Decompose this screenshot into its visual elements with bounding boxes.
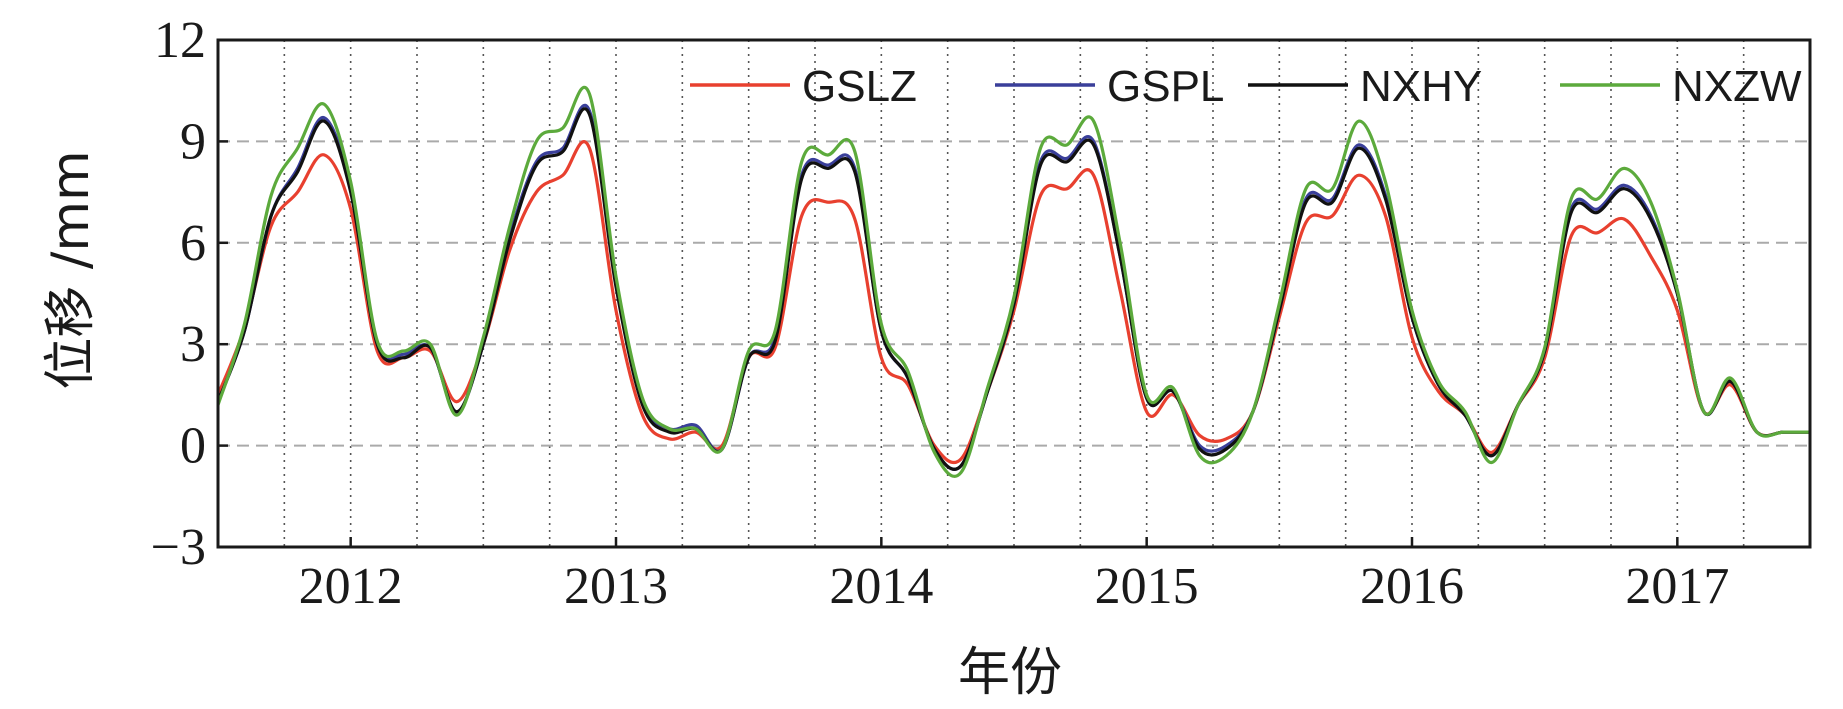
y-tick-label: 0	[180, 418, 206, 475]
y-tick-label: 3	[180, 316, 206, 373]
legend: GSLZ GSPL NXHY NXZW	[690, 62, 1802, 111]
x-tick-label: 2017	[1625, 558, 1729, 615]
series-line-nxzw	[216, 85, 1810, 478]
y-tick-label: 9	[180, 113, 206, 170]
series-lines	[216, 85, 1810, 478]
legend-label-gslz: GSLZ	[802, 62, 917, 111]
legend-label-nxzw: NXZW	[1672, 62, 1802, 111]
x-tick-label: 2012	[299, 558, 403, 615]
y-tick-labels: −3 0 3 6 9 12	[151, 12, 206, 576]
x-tick-label: 2016	[1360, 558, 1464, 615]
y-tick-label: 12	[154, 12, 206, 69]
plot-area-frame	[216, 38, 1812, 549]
x-tick-label: 2015	[1095, 558, 1199, 615]
x-tick-label: 2013	[564, 558, 668, 615]
x-tick-labels: 2012 2013 2014 2015 2016 2017	[299, 558, 1730, 615]
axis-ticks	[218, 38, 1679, 549]
legend-label-gspl: GSPL	[1107, 62, 1224, 111]
y-tick-label: 6	[180, 215, 206, 272]
x-axis-title: 年份	[958, 643, 1062, 703]
x-tick-label: 2014	[829, 558, 933, 615]
y-axis-title: 位移 /mm	[41, 150, 101, 389]
legend-label-nxhy: NXHY	[1360, 62, 1482, 111]
y-tick-label: −3	[151, 519, 206, 576]
